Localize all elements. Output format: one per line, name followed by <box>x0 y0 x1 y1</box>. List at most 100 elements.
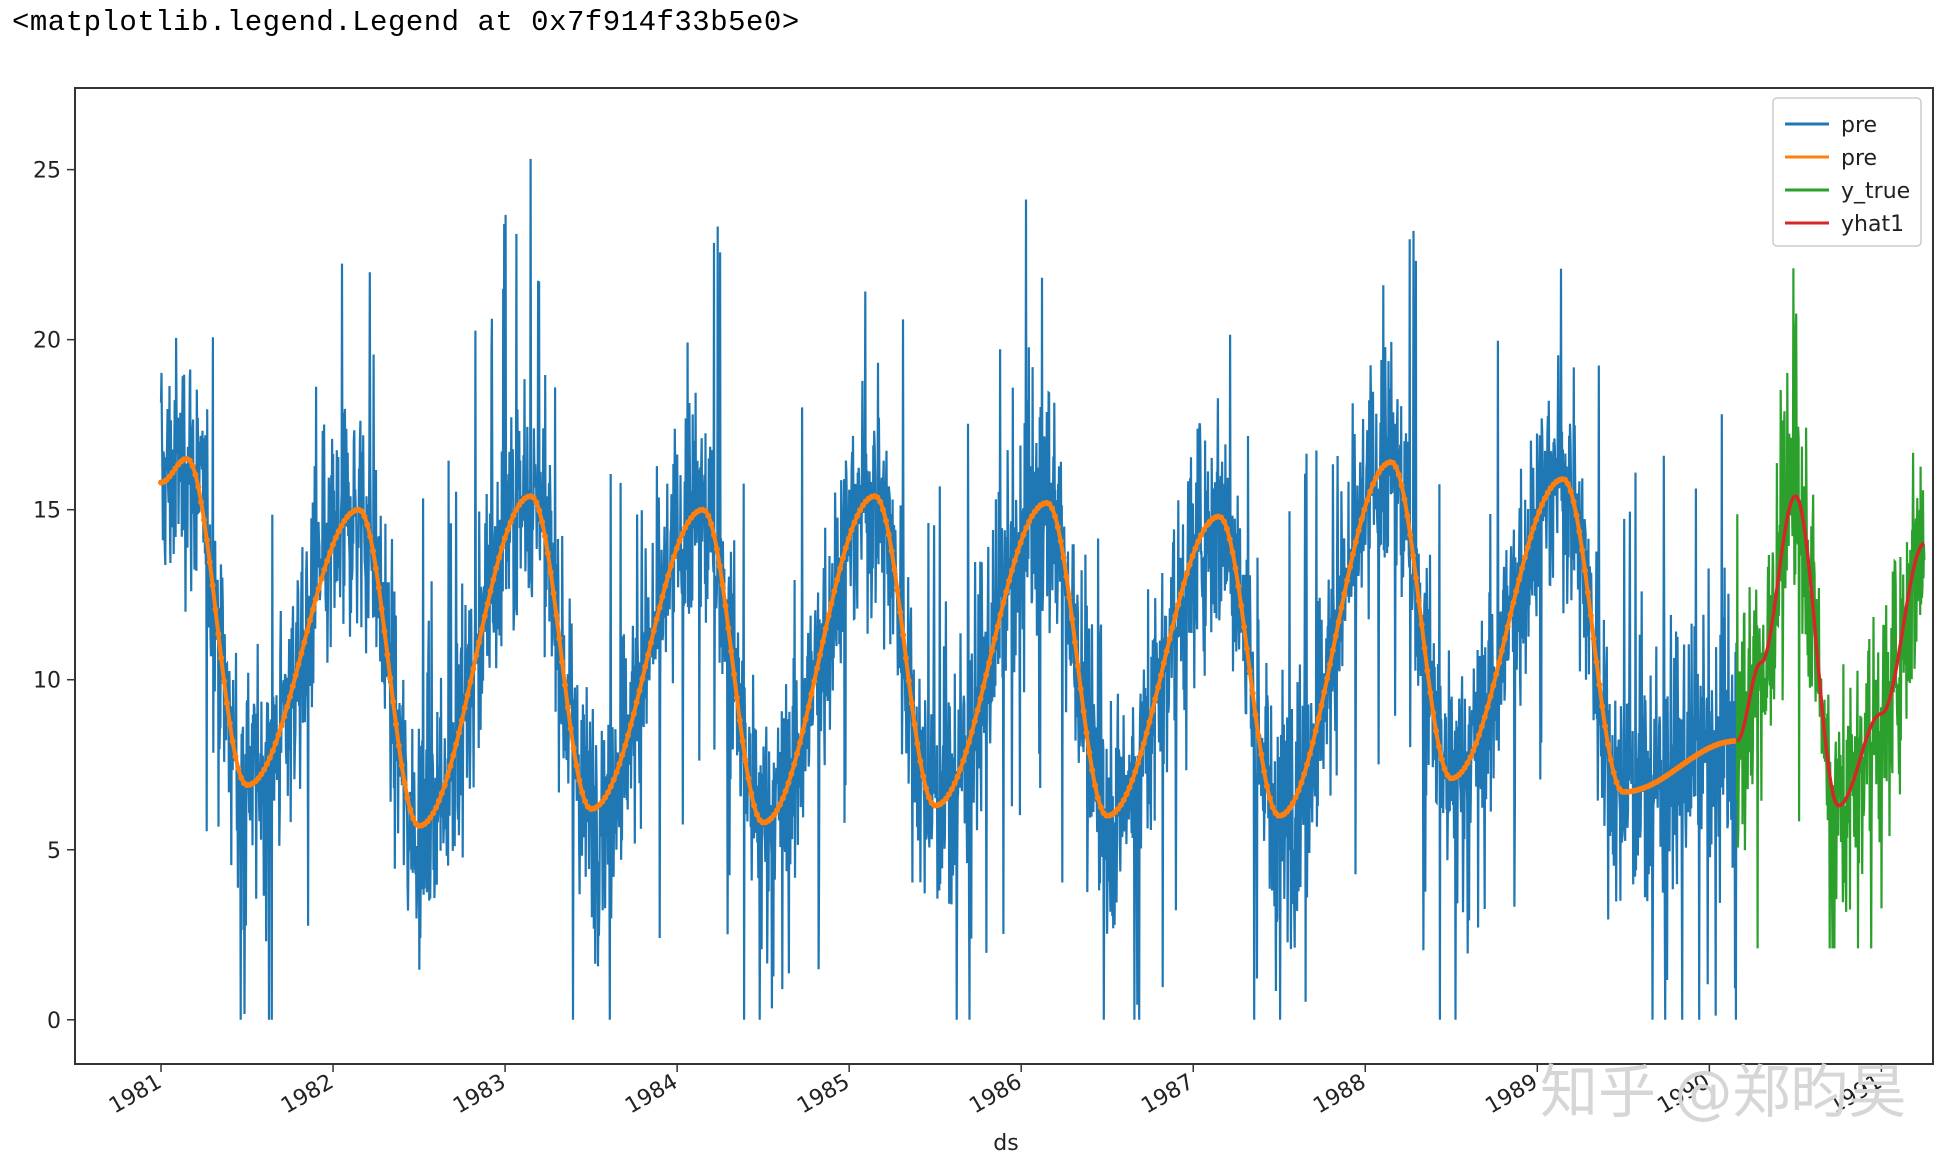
series-point-pre <box>1266 795 1273 802</box>
series-point-pre <box>312 596 319 602</box>
series-point-pre <box>1392 464 1399 471</box>
series-point-pre <box>1089 767 1096 774</box>
series-point-pre <box>435 797 442 804</box>
series-point-pre <box>776 801 783 808</box>
series-point-pre <box>487 588 494 595</box>
series-point-pre <box>874 494 881 501</box>
series-point-pre <box>1567 488 1574 495</box>
series-point-pre <box>1221 518 1227 525</box>
series-point-pre <box>676 537 683 544</box>
series-point-pre <box>670 553 677 560</box>
series-point-pre <box>499 544 505 551</box>
series-point-pre <box>665 572 672 579</box>
series-point-pre <box>948 786 955 793</box>
series-point-pre <box>1338 604 1345 611</box>
series-point-pre <box>1464 760 1471 766</box>
series-point-pre <box>685 519 692 526</box>
series-point-pre <box>905 677 912 684</box>
series-point-pre <box>542 533 548 540</box>
series-point-pre <box>923 785 929 792</box>
series-point-pre <box>203 537 210 543</box>
series-point-pre <box>1094 794 1101 801</box>
series-point-pre <box>1269 804 1276 811</box>
series-point-pre <box>653 616 660 623</box>
y-tick-label: 10 <box>33 669 61 694</box>
series-point-pre <box>1307 750 1313 757</box>
series-point-pre <box>980 684 987 690</box>
series-point-pre <box>195 483 202 490</box>
series-point-pre <box>1324 675 1331 682</box>
series-point-pre <box>473 652 480 659</box>
series-point-pre <box>650 627 657 634</box>
series-point-pre <box>1613 779 1620 786</box>
series-point-pre <box>771 811 778 818</box>
series-point-pre <box>332 534 339 541</box>
series-point-pre <box>464 692 471 698</box>
series-point-pre <box>1332 633 1339 639</box>
series-point-pre <box>831 588 838 595</box>
series-point-pre <box>547 569 554 576</box>
series-point-pre <box>1401 496 1408 503</box>
series-point-pre <box>189 462 196 469</box>
series-point-pre <box>579 789 586 796</box>
series-point-pre <box>1140 740 1147 747</box>
series-point-pre <box>739 738 746 745</box>
series-point-pre <box>845 535 852 542</box>
series-point-pre <box>639 675 646 682</box>
series-point-pre <box>1352 539 1359 545</box>
series-point-pre <box>610 776 617 783</box>
series-point-pre <box>1395 471 1402 478</box>
series-point-pre <box>215 630 222 637</box>
series-point-pre <box>484 600 491 607</box>
series-point-pre <box>1361 506 1368 513</box>
series-point-pre <box>1198 532 1205 539</box>
series-point-pre <box>1074 662 1081 669</box>
series-point-pre <box>1519 565 1525 572</box>
series-point-pre <box>1229 549 1236 556</box>
series-point-pre <box>232 753 239 760</box>
series-point-pre <box>441 782 448 789</box>
series-point-pre <box>444 773 451 779</box>
series-point-pre <box>1289 800 1296 807</box>
series-point-pre <box>1610 769 1617 776</box>
series-point-pre <box>223 700 230 707</box>
series-point-pre <box>321 566 328 573</box>
series-point-pre <box>533 499 540 506</box>
series-point-pre <box>1370 481 1376 488</box>
series-point-pre <box>1097 804 1104 811</box>
series-point-pre <box>808 691 815 698</box>
series-point-pre <box>1163 648 1170 655</box>
series-point-pre <box>301 639 308 646</box>
series-point-pre <box>410 815 417 822</box>
series-point-pre <box>447 763 454 770</box>
series-point-pre <box>1120 797 1127 803</box>
series-point-pre <box>315 585 322 592</box>
series-point-pre <box>900 631 907 638</box>
legend-box <box>1772 97 1922 247</box>
series-point-pre <box>977 695 984 702</box>
series-point-pre <box>622 742 629 749</box>
series-point-pre <box>1049 505 1056 512</box>
series-point-pre <box>467 678 474 685</box>
series-point-pre <box>994 623 1001 630</box>
series-point-pre <box>1241 623 1248 630</box>
series-point-pre <box>1398 482 1405 489</box>
series-point-pre <box>582 798 589 805</box>
series-point-pre <box>754 811 760 818</box>
x-tick-label: 1985 <box>793 1070 854 1120</box>
series-point-pre <box>470 665 477 672</box>
series-point-pre <box>1467 754 1474 761</box>
series-point-pre <box>974 707 981 714</box>
series-point-pre <box>387 675 394 682</box>
series-point-pre <box>209 582 216 589</box>
series-point-pre <box>292 672 299 679</box>
series-point-pre <box>1510 599 1517 606</box>
series-point-pre <box>1238 602 1245 609</box>
series-point-pre <box>1057 538 1064 545</box>
series-point-pre <box>453 741 460 748</box>
series-point-pre <box>797 739 803 746</box>
series-point-pre <box>278 722 285 729</box>
series-point-pre <box>1298 779 1305 786</box>
series-point-pre <box>1146 719 1153 725</box>
